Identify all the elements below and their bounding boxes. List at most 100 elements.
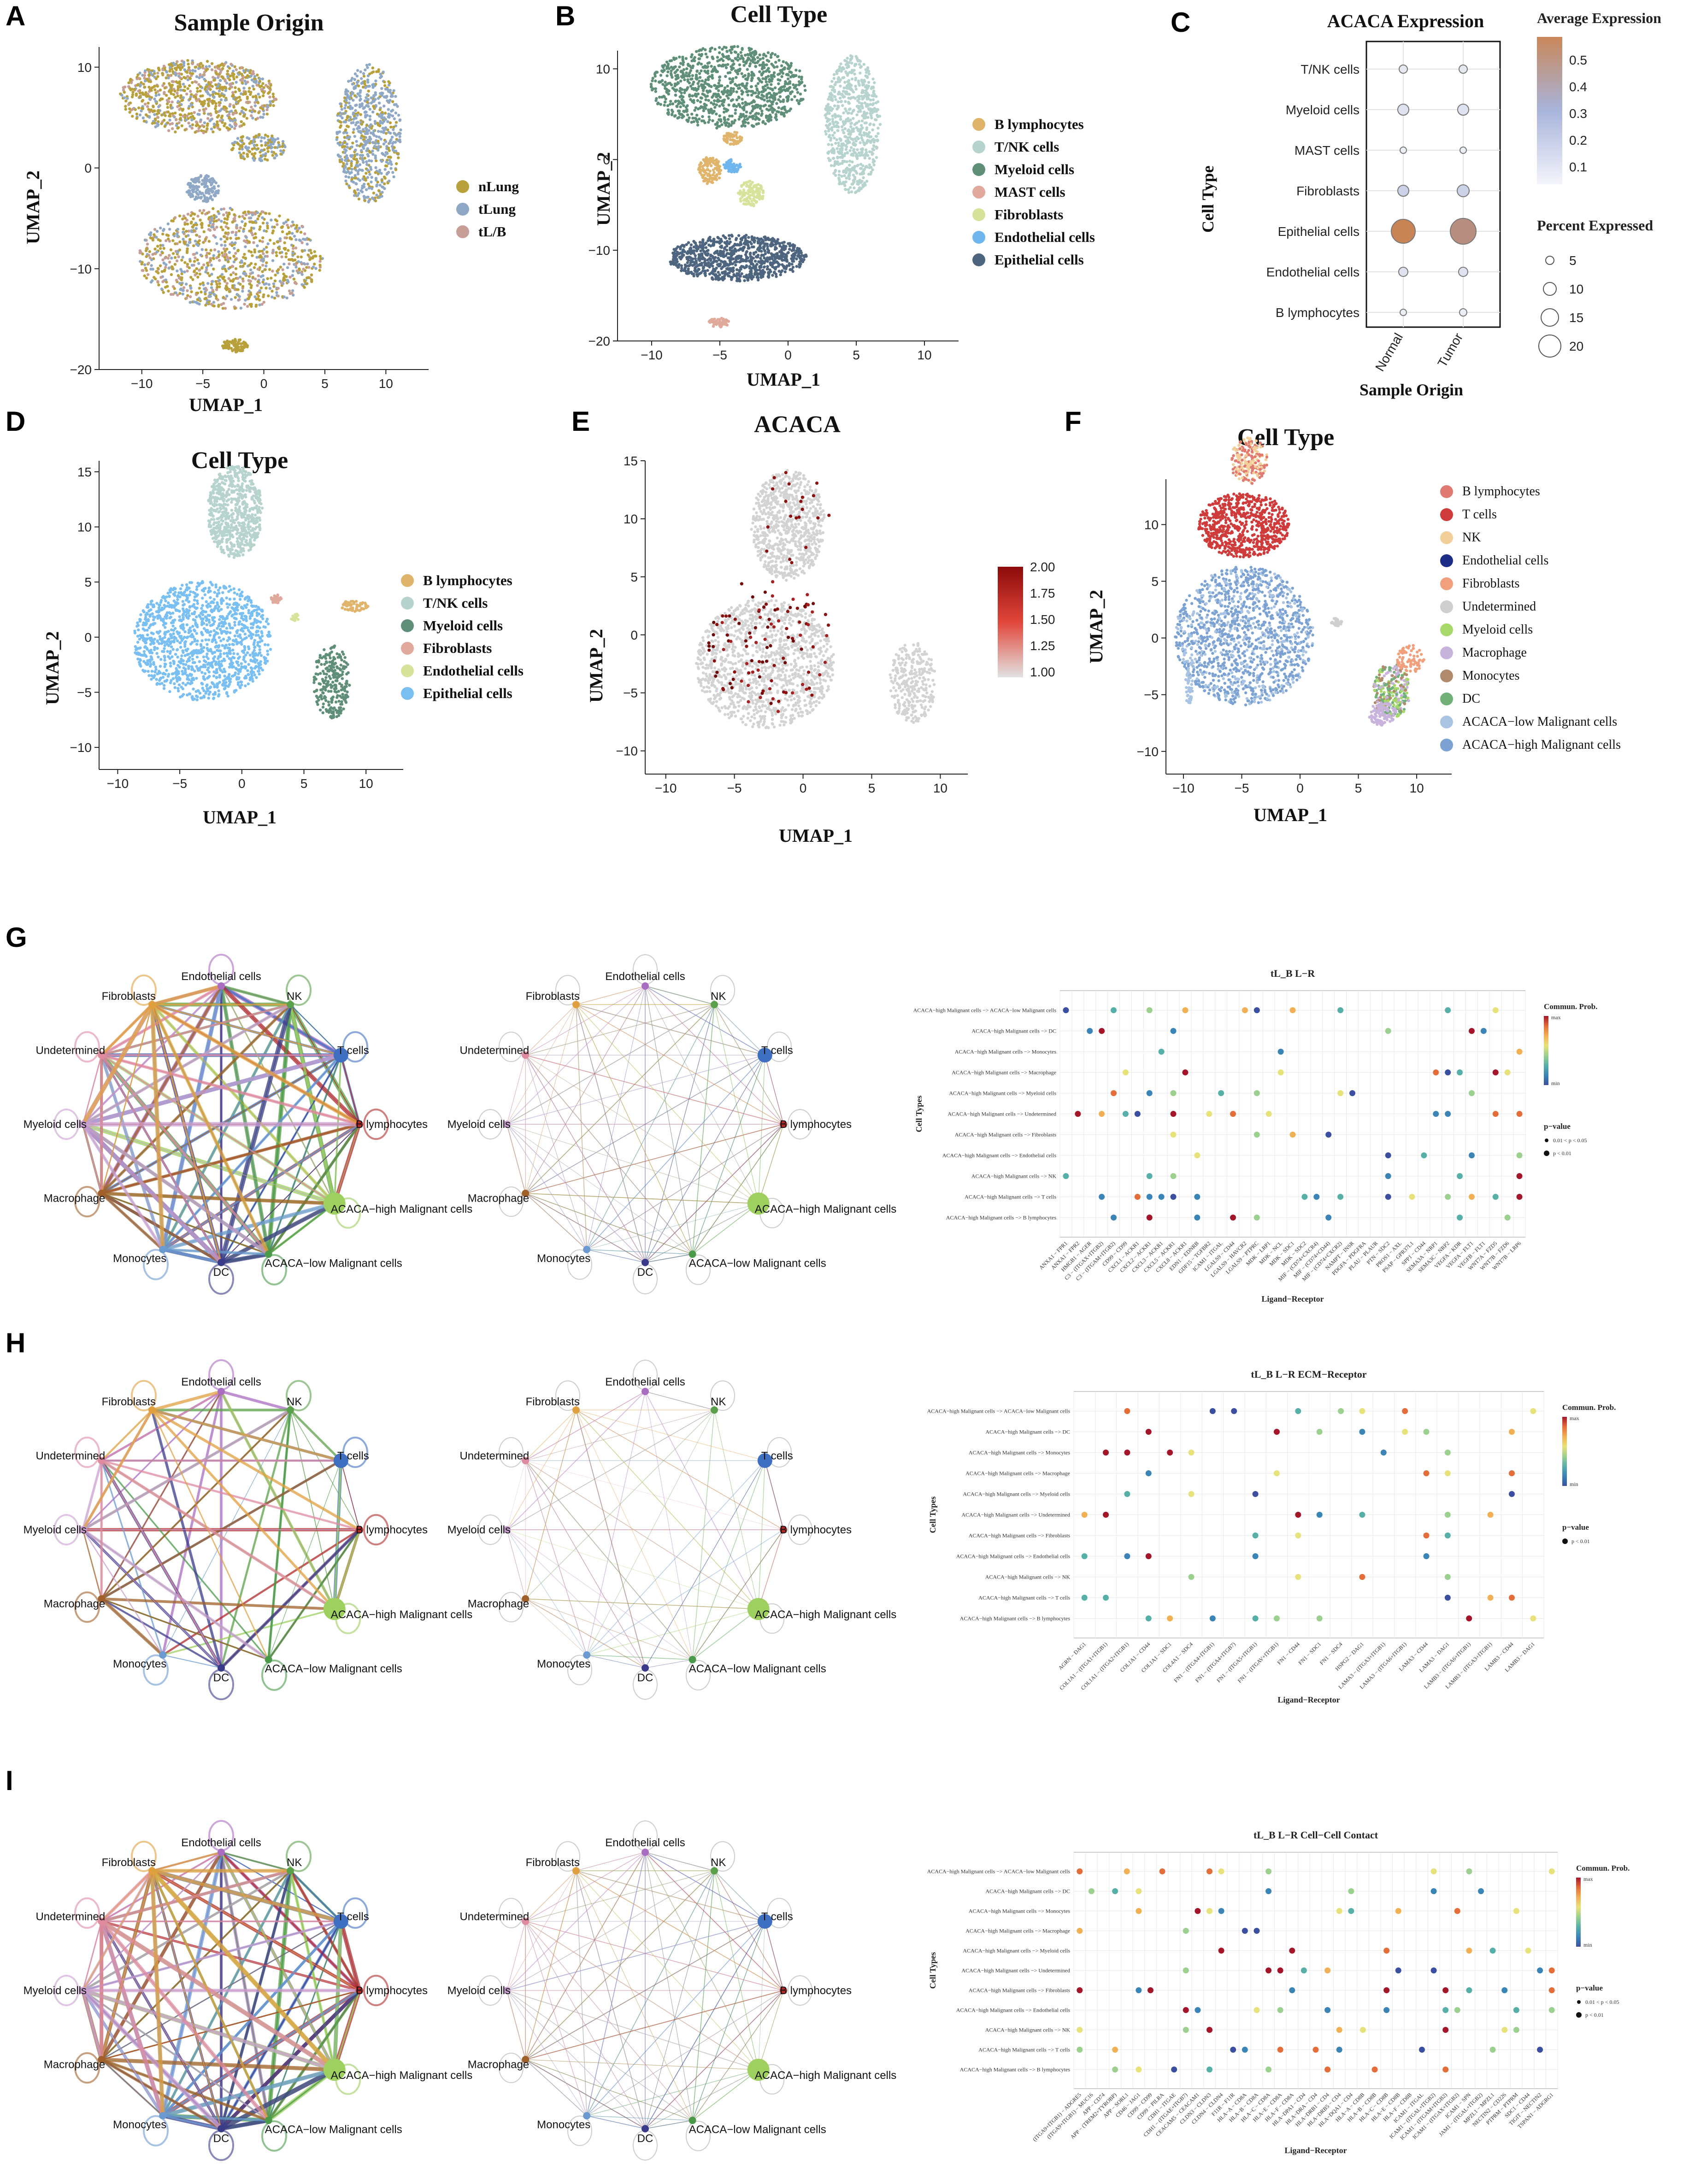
cell-point [232,255,235,258]
cell-point [212,234,215,237]
cell-point [123,91,126,94]
cell-point [393,117,396,120]
cell-point [163,119,165,122]
cell-point [350,171,353,174]
cell-point [296,230,299,233]
cell-point [731,59,734,62]
cell-point [847,117,849,120]
cell-point [824,130,827,133]
cell-point [742,58,745,60]
cell-point [246,305,249,308]
cell-point [238,125,241,128]
cell-point [366,78,369,81]
cell-point [229,207,231,210]
cell-point [238,298,241,301]
cell-point [161,68,164,71]
cell-point [208,218,211,221]
cell-point [860,180,863,182]
cell-point [180,99,183,102]
cell-point [269,239,271,241]
cell-point [208,119,211,122]
cell-point [756,104,759,106]
cell-point [871,77,874,80]
cell-point [163,91,165,94]
cell-point [352,131,354,134]
cell-point [855,140,858,142]
cell-point [740,54,743,57]
cell-point [247,69,249,72]
cell-point [208,65,211,68]
cell-point [767,109,770,112]
cell-point [123,96,126,99]
cell-point [233,213,235,216]
cell-point [257,295,260,298]
cell-point [691,66,694,69]
cell-point [164,266,167,269]
cell-point [705,104,707,106]
cell-point [208,274,211,277]
cell-point [851,77,853,80]
cell-point [248,275,251,278]
cell-point [162,229,165,232]
cell-point [836,100,839,103]
cell-point [267,150,270,153]
cell-point [371,187,373,190]
cell-point [734,119,736,122]
cell-point [300,231,302,234]
cell-point [232,278,235,281]
cell-point [124,108,127,111]
cell-point [288,276,291,278]
cell-point [860,102,863,105]
cell-point [758,70,761,73]
cell-point [283,241,286,244]
cell-point [838,182,841,185]
cell-point [199,209,201,212]
cell-point [210,303,213,305]
cell-point [278,144,281,147]
cell-point [212,180,215,183]
cell-point [763,99,765,101]
cell-point [722,54,724,57]
cell-point [170,89,173,92]
cell-point [342,131,345,134]
cell-point [261,240,264,243]
cell-point [189,90,192,93]
cell-point [248,303,251,306]
cell-point [790,98,793,101]
cell-point [374,166,377,169]
cell-point [862,63,865,66]
cell-point [335,132,338,135]
cell-point [768,92,771,94]
cell-point [262,278,265,281]
cell-point [271,231,274,234]
cell-point [257,274,260,277]
cell-point [849,118,852,121]
cell-point [228,290,231,293]
cell-point [151,253,154,256]
cell-point [834,174,837,176]
cell-point [236,137,239,140]
legend-item: nLung [456,175,519,198]
cell-point [715,112,718,115]
cell-point [218,109,221,112]
cell-point [247,289,250,292]
cell-point [144,80,147,82]
cell-point [242,115,245,117]
cell-point [156,116,159,118]
cell-point [689,69,692,72]
y-tick-label: −10 [589,243,611,258]
cell-point [345,158,347,161]
cell-point [717,98,719,101]
cell-point [238,96,241,99]
cell-point [713,99,716,102]
cell-point [236,277,239,280]
cell-point [203,71,206,74]
cell-point [246,81,249,83]
cell-point [836,160,839,163]
cell-point [383,105,385,107]
cell-point [246,117,248,120]
cell-point [195,223,198,226]
cell-point [244,245,247,248]
cell-point [664,81,666,83]
cell-point [383,81,386,83]
